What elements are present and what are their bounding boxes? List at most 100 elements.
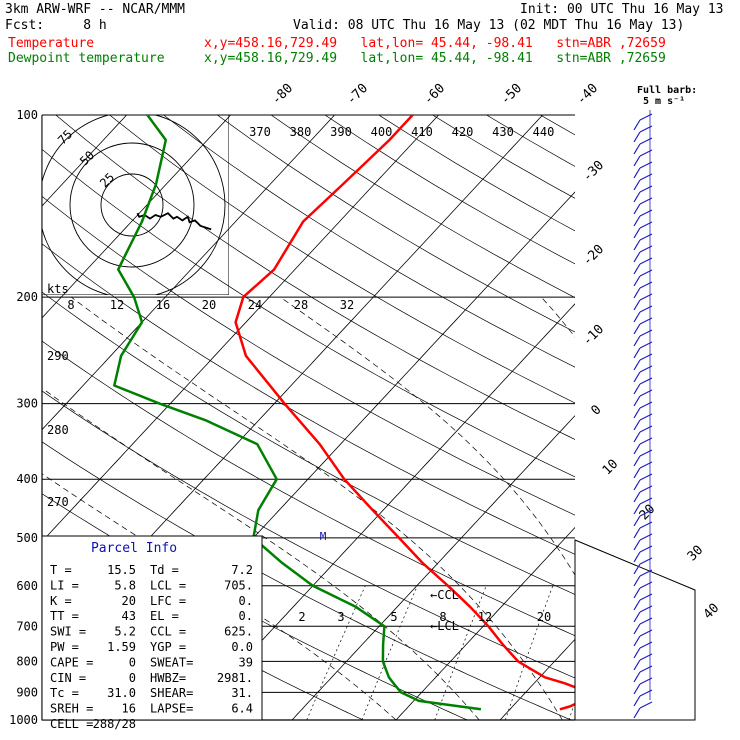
theta-e-label: 390 [330, 125, 352, 139]
pressure-tick-label: 600 [16, 579, 38, 593]
wind-barb-staff [633, 179, 641, 191]
parcel-param-name: LAPSE= [150, 702, 193, 716]
pressure-tick-label: 100 [16, 108, 38, 122]
wind-barb-staff [633, 227, 641, 239]
pressure-tick-label: 1000 [9, 713, 38, 727]
isotherm-label: -60 [421, 81, 448, 108]
wind-barb-staff [633, 323, 641, 335]
wind-barb-staff [633, 623, 641, 635]
parcel-param-name: Tc = [50, 686, 79, 700]
theta-e-label: 380 [290, 125, 312, 139]
dry-adiabat-line [42, 291, 575, 595]
pressure-tick-label: 900 [16, 685, 38, 699]
wind-barb-staff [633, 419, 641, 431]
pressure-tick-label: 700 [16, 619, 38, 633]
parcel-param-name: K = [50, 594, 72, 608]
hodograph-box [42, 115, 229, 295]
wind-barb-staff [633, 527, 641, 539]
wind-barb-staff [633, 167, 641, 179]
wind-barb-staff [633, 431, 641, 443]
full-barb-label: Full barb: [637, 85, 697, 96]
mixing-ratio-label: 3 [337, 610, 344, 624]
parcel-param-name: PW = [50, 640, 79, 654]
dry-adiabat-line [163, 115, 575, 368]
dry-adiabat-line [109, 115, 575, 404]
parcel-param-name: EL = [150, 609, 179, 623]
parcel-param-value: 288/28 [93, 717, 136, 731]
parcel-param-value: 20 [122, 594, 136, 608]
hodograph-speed-label: 20 [202, 298, 216, 312]
theta-e-label: 410 [411, 125, 433, 139]
wind-barb-staff [633, 479, 641, 491]
pressure-tick-label: 800 [16, 654, 38, 668]
parcel-param-value: 6.4 [231, 702, 253, 716]
isotherm-line [42, 115, 439, 543]
wind-barb-staff [633, 587, 641, 599]
parcel-param-name: CAPE = [50, 655, 93, 669]
mixing-ratio-line [306, 585, 366, 720]
wind-barb-staff [633, 383, 641, 395]
wind-barb-staff [633, 407, 641, 419]
wind-barb-staff [633, 239, 641, 251]
wind-barb-staff [633, 251, 641, 263]
wind-barb-staff [633, 611, 641, 623]
wind-barb-staff [633, 371, 641, 383]
model-title: 3km ARW-WRF -- NCAR/MMM [5, 2, 186, 17]
wind-barb-staff [633, 395, 641, 407]
parcel-param-name: SWI = [50, 625, 86, 639]
isotherm-label: 30 [685, 543, 707, 565]
dewpoint-location: x,y=458.16,729.49 lat,lon= 45.44, -98.41… [204, 51, 666, 66]
pressure-tick-label: 200 [16, 290, 38, 304]
isotherm-line [708, 115, 740, 720]
theta-e-label: 440 [533, 125, 555, 139]
pressure-tick-label: 500 [16, 531, 38, 545]
wind-barb-staff [633, 215, 641, 227]
hodograph-ring [42, 115, 226, 295]
mixing-ratio-label: 2 [298, 610, 305, 624]
parcel-param-value: 0 [129, 671, 136, 685]
wind-barb-staff [633, 203, 641, 215]
parcel-param-name: CIN = [50, 671, 86, 685]
dewpoint-legend: Dewpoint temperature [8, 51, 165, 66]
dry-adiabat-line [55, 115, 575, 440]
parcel-param-name: SHEAR= [150, 686, 193, 700]
dry-adiabat-line [42, 195, 575, 516]
parcel-param-name: CELL = [50, 717, 93, 731]
parcel-param-value: 31. [231, 686, 253, 700]
wind-barb-staff [633, 491, 641, 503]
wind-barb-staff [633, 131, 641, 143]
parcel-info-title: Parcel Info [91, 541, 177, 556]
isotherm-label: -80 [269, 81, 296, 108]
mixing-ratio-label: 20 [537, 610, 551, 624]
wind-barb-staff [633, 683, 641, 695]
wind-barb-staff [633, 503, 641, 515]
barb-panel-outline [574, 539, 696, 721]
wind-barb-staff [633, 287, 641, 299]
wind-barb-staff [633, 671, 641, 683]
parcel-param-value: 2981. [217, 671, 253, 685]
hodograph-speed-label: 16 [156, 298, 170, 312]
parcel-param-value: 16 [122, 702, 136, 716]
isotherm-line [42, 115, 335, 431]
pressure-tick-label: 300 [16, 397, 38, 411]
parcel-param-value: 31.0 [107, 686, 136, 700]
wind-barb-staff [633, 599, 641, 611]
theta-e-label: 420 [452, 125, 474, 139]
parcel-param-value: 0. [239, 594, 253, 608]
pressure-tick-label: 400 [16, 472, 38, 486]
dry-adiabat-line [42, 390, 575, 679]
theta-e-label: 400 [371, 125, 393, 139]
mixing-ratio-line [504, 585, 554, 720]
wind-barb [639, 701, 653, 709]
wind-barb-staff [633, 359, 641, 371]
parcel-param-name: CCL = [150, 625, 186, 639]
hodograph-speed-label: 32 [340, 298, 354, 312]
isotherm-label: -30 [580, 158, 607, 185]
temperature-legend: Temperature [8, 36, 95, 51]
wind-barb-staff [633, 191, 641, 203]
isotherm-label: -70 [344, 81, 371, 108]
parcel-param-value: 705. [224, 578, 253, 592]
parcel-param-name: T = [50, 563, 72, 577]
wind-barb-staff [633, 551, 641, 563]
wind-barbs [574, 110, 696, 721]
